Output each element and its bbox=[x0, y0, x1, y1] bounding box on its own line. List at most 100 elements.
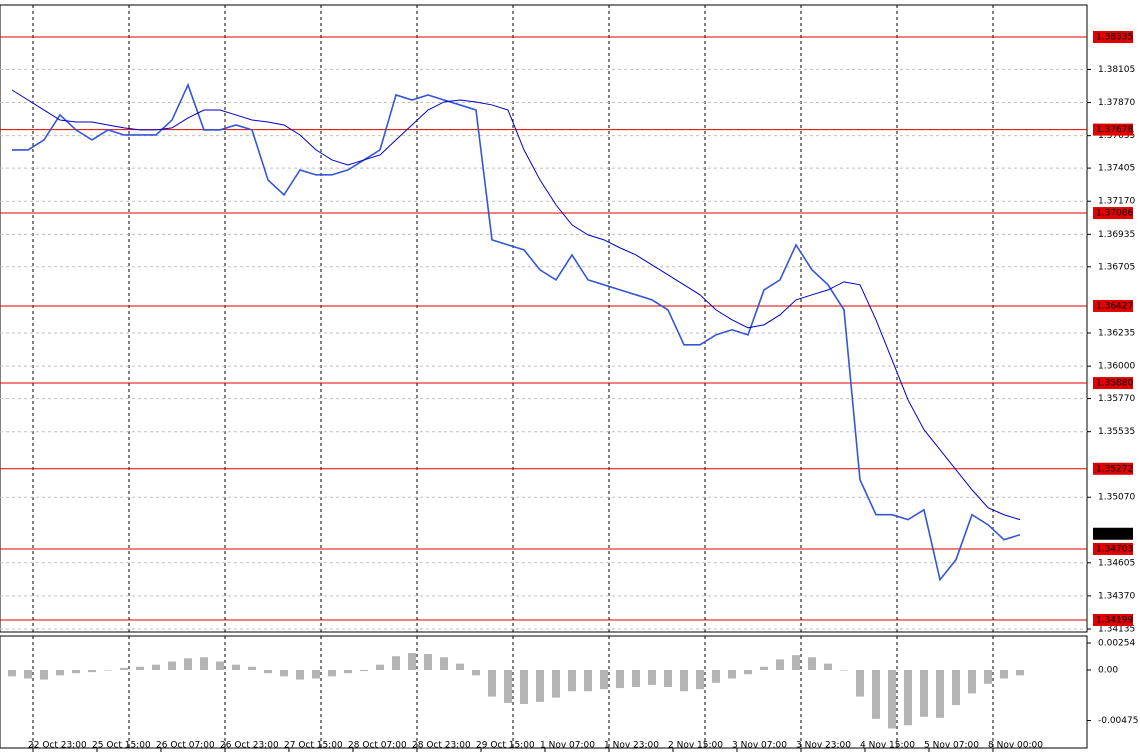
level-tag bbox=[1093, 123, 1133, 136]
price-line bbox=[12, 82, 1021, 582]
macd-bar bbox=[776, 659, 784, 671]
macd-bar bbox=[792, 655, 800, 671]
level-label: 1.37086 bbox=[1096, 209, 1133, 219]
macd-bar bbox=[680, 670, 688, 692]
macd-bar bbox=[696, 670, 704, 690]
macd-bar bbox=[504, 670, 512, 703]
level-tag bbox=[1093, 207, 1133, 220]
macd-bar bbox=[712, 670, 720, 683]
macd-bar bbox=[88, 670, 96, 673]
x-tick-label: 28 Oct 23:00 bbox=[412, 741, 471, 751]
x-tick-label: 28 Oct 07:00 bbox=[348, 741, 407, 751]
macd-bar bbox=[936, 670, 944, 718]
macd-bar bbox=[552, 670, 560, 698]
y-tick-label: 1.36235 bbox=[1098, 329, 1135, 339]
macd-bar bbox=[472, 670, 480, 676]
macd-bar bbox=[968, 670, 976, 694]
macd-bar bbox=[648, 670, 656, 685]
macd-bar bbox=[520, 670, 528, 705]
macd-bar bbox=[136, 666, 144, 671]
macd-bar bbox=[952, 670, 960, 706]
macd-bar bbox=[24, 670, 32, 679]
macd-bar bbox=[40, 670, 48, 680]
y-tick-label: 1.37870 bbox=[1098, 98, 1135, 108]
x-tick-label: 25 Oct 15:00 bbox=[92, 741, 151, 751]
level-tag bbox=[1093, 377, 1133, 390]
macd-bar bbox=[600, 670, 608, 690]
x-tick-label: 26 Oct 07:00 bbox=[156, 741, 215, 751]
x-tick-label: 1 Nov 23:00 bbox=[604, 741, 659, 751]
y-tick-label: 1.36705 bbox=[1098, 262, 1135, 272]
level-tag bbox=[1093, 30, 1133, 43]
price-line bbox=[11, 89, 1021, 521]
y-tick-label: 1.36935 bbox=[1098, 230, 1135, 240]
y-tick-label: 1.37635 bbox=[1098, 131, 1135, 141]
level-label: 1.34703 bbox=[1096, 544, 1133, 554]
macd-bar bbox=[1016, 670, 1024, 676]
macd-bar bbox=[8, 670, 16, 677]
x-tick-label: 27 Oct 15:00 bbox=[284, 741, 343, 751]
macd-bar bbox=[888, 670, 896, 729]
y-tick-label: 1.35535 bbox=[1098, 427, 1135, 437]
y-tick-label: 1.38105 bbox=[1098, 65, 1135, 75]
macd-bar bbox=[920, 670, 928, 717]
macd-bar bbox=[360, 670, 368, 672]
macd-bar bbox=[248, 666, 256, 671]
y-tick-label: 1.36000 bbox=[1098, 362, 1135, 372]
y-tick-label: -0.00475 bbox=[1098, 716, 1138, 726]
macd-bar bbox=[328, 670, 336, 677]
x-tick-label: 22 Oct 23:00 bbox=[28, 741, 87, 751]
macd-bar bbox=[120, 667, 128, 671]
y-tick-label: 1.35770 bbox=[1098, 394, 1135, 404]
main-panel bbox=[0, 4, 1088, 633]
level-label: 1.35272 bbox=[1096, 464, 1133, 474]
macd-bar bbox=[488, 670, 496, 697]
macd-bar bbox=[296, 670, 304, 680]
macd-bar bbox=[760, 666, 768, 671]
macd-bar bbox=[728, 670, 736, 679]
macd-bar bbox=[856, 670, 864, 697]
macd-bar bbox=[664, 670, 672, 688]
last-price-label: 1.34811 bbox=[1096, 529, 1133, 539]
macd-bar bbox=[536, 670, 544, 702]
macd-bar bbox=[424, 654, 432, 671]
macd-bar bbox=[984, 670, 992, 684]
macd-bar bbox=[568, 670, 576, 692]
macd-bar bbox=[744, 670, 752, 675]
level-tag bbox=[1093, 542, 1133, 555]
level-label: 1.34199 bbox=[1096, 616, 1133, 626]
x-tick-label: 3 Nov 23:00 bbox=[796, 741, 851, 751]
macd-bar bbox=[152, 664, 160, 671]
y-tick-label: 1.34135 bbox=[1098, 625, 1135, 635]
macd-bar bbox=[840, 670, 848, 671]
macd-bar bbox=[616, 670, 624, 689]
macd-bar bbox=[440, 657, 448, 671]
level-label: 1.35880 bbox=[1096, 379, 1133, 389]
macd-bar bbox=[632, 670, 640, 688]
level-label: 1.37678 bbox=[1096, 125, 1133, 135]
macd-bar bbox=[872, 670, 880, 719]
macd-bar bbox=[200, 657, 208, 671]
macd-bar bbox=[264, 670, 272, 674]
y-tick-label: 1.37405 bbox=[1098, 164, 1135, 174]
macd-bar bbox=[392, 656, 400, 671]
macd-bar bbox=[56, 670, 64, 676]
macd-bar bbox=[456, 663, 464, 671]
level-label: 1.38335 bbox=[1096, 32, 1133, 42]
level-tag bbox=[1093, 462, 1133, 475]
x-tick-label: 4 Nov 15:00 bbox=[860, 741, 915, 751]
macd-bar bbox=[904, 670, 912, 726]
macd-bar bbox=[584, 670, 592, 692]
macd-bar bbox=[216, 661, 224, 671]
y-tick-label: 1.34370 bbox=[1098, 591, 1135, 601]
macd-bar bbox=[1000, 670, 1008, 679]
macd-bar bbox=[168, 661, 176, 671]
macd-bar bbox=[312, 670, 320, 679]
y-tick-label: 0.00 bbox=[1098, 666, 1118, 676]
y-tick-label: 0.00254 bbox=[1098, 639, 1135, 649]
macd-bar bbox=[72, 670, 80, 674]
x-tick-label: 5 Nov 07:00 bbox=[924, 741, 979, 751]
macd-bar bbox=[232, 664, 240, 671]
macd-bar bbox=[280, 670, 288, 677]
